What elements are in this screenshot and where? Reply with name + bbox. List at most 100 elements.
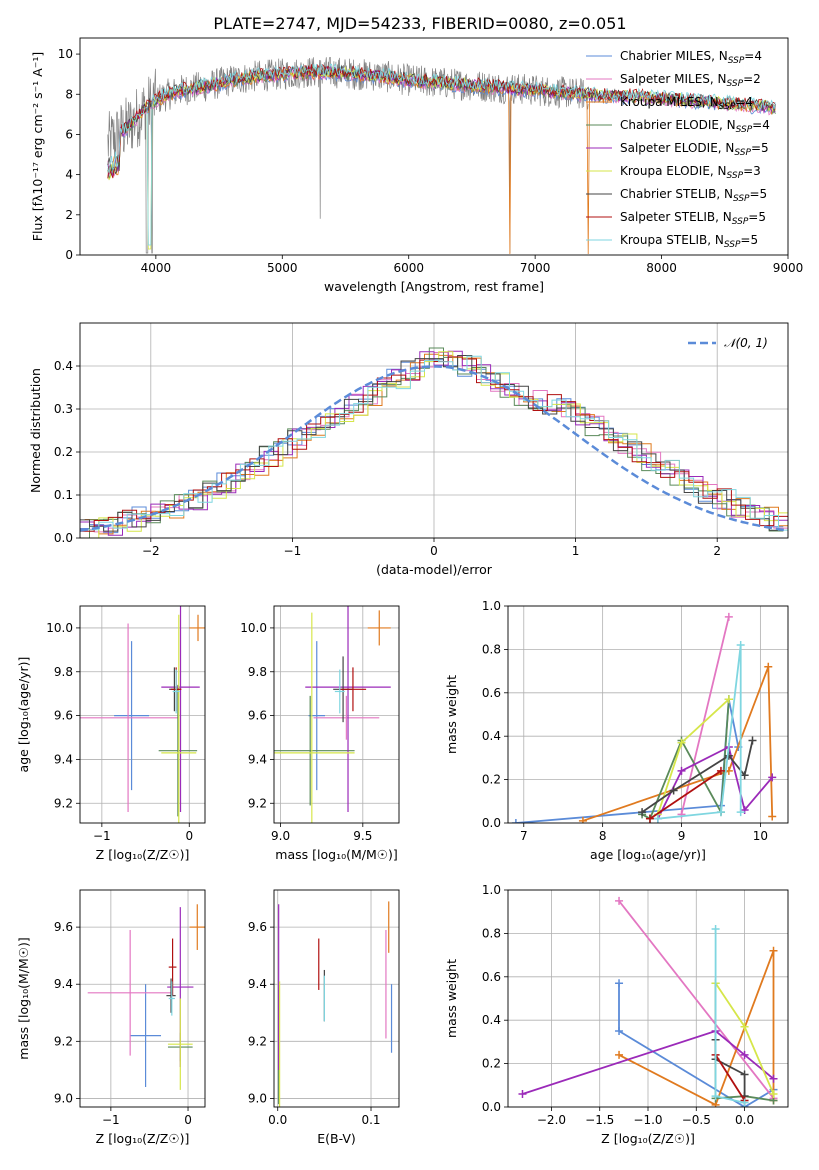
tick-label-y: 9.6 — [54, 709, 73, 723]
model-spectrum-kroupa-stelib — [107, 63, 776, 246]
chart-residuals: −2 −1 0 1 2 0.0 0.1 0.2 0.3 0.4 (data-model)/error… — [28, 322, 789, 577]
tick-label-y: 9.8 — [248, 665, 267, 679]
legend-subscript: SSP — [734, 148, 751, 158]
errorbar-salpeter-elodie — [161, 606, 200, 813]
legend-text: Salpeter MILES, N — [620, 72, 727, 86]
tick-label-x: −1 — [284, 544, 302, 558]
series-chabrier-elodie — [638, 695, 733, 823]
tick-label-y: 4 — [65, 168, 73, 182]
data-point-marker — [511, 819, 520, 823]
tick-label-y: 0.0 — [482, 816, 501, 830]
histogram-kroupa-elodie — [84, 351, 788, 538]
legend-tail: =3 — [743, 164, 761, 178]
data-point-marker — [669, 786, 678, 795]
grid-mass_vs_Z — [80, 890, 205, 1107]
tick-label-x: 0.0 — [268, 1113, 287, 1127]
tick-label-x: 0 — [430, 544, 438, 558]
data-point-marker — [740, 1050, 749, 1059]
axis-label-y: age [log₁₀(age/yr)] — [16, 657, 31, 773]
axis-label-x: Z [log₁₀(Z/Z☉)] — [601, 1131, 695, 1146]
histogram-chabrier-miles — [80, 359, 784, 534]
tick-label-x: −1.5 — [585, 1113, 614, 1127]
errorbar-chabrier-miles — [130, 984, 162, 1088]
data-point-marker — [769, 1089, 778, 1098]
series-salpeter-elodie — [653, 743, 777, 823]
tick-label-x: −1 — [93, 829, 111, 843]
plot-area-age_vs_Z — [80, 606, 205, 823]
series-line — [522, 1029, 775, 1095]
axis-label-x: age [log₁₀(age/yr)] — [590, 847, 706, 862]
data-point-marker — [768, 812, 777, 821]
axes-frame — [79, 889, 206, 1108]
data-point-marker — [716, 766, 725, 775]
tick-label-y: 0.2 — [54, 445, 73, 459]
errorbar-chabrier-stelib — [166, 978, 176, 1013]
legend-subscript: SSP — [727, 79, 744, 89]
legend-subscript: SSP — [732, 217, 749, 227]
tick-label-x: 9.5 — [353, 829, 372, 843]
errorbar-salpeter-stelib — [168, 938, 177, 996]
series-line — [649, 770, 722, 820]
tick-label-y: 9.2 — [54, 1034, 73, 1048]
tick-label-y: 1.0 — [482, 599, 501, 613]
data-point-marker — [748, 736, 757, 745]
legend-text: Chabrier MILES, N — [620, 49, 728, 63]
axis-label-x: mass [log₁₀(M/M☉)] — [275, 847, 397, 862]
tick-label-y: 0.4 — [482, 729, 501, 743]
errorbar-kroupa-stelib — [334, 669, 345, 714]
histogram-kroupa-stelib — [84, 355, 788, 531]
errorbar-chabrier-miles — [114, 641, 150, 791]
legend-label-kroupa-elodie: Kroupa ELODIE, NSSP=3 — [620, 164, 761, 181]
axis-label-x: Z [log₁₀(Z/Z☉)] — [96, 1131, 190, 1146]
series-line — [582, 666, 774, 822]
series-line — [618, 900, 775, 1099]
tick-label-x: 0 — [184, 1113, 192, 1127]
legend-label-normal: 𝒩(0, 1) — [724, 336, 768, 350]
series-line — [714, 1054, 746, 1101]
chart-mw_vs_Z: −2.0 −1.5 −1.0 −0.5 0.0 0.0 0.2 0.4 0.6 0.8 1.0 Z [… — [444, 883, 789, 1146]
tick-label-y: 0.3 — [54, 402, 73, 416]
tick-label-y: 0.6 — [482, 686, 501, 700]
data-point-marker — [736, 641, 745, 650]
errorbar-kroupa-miles — [189, 904, 205, 950]
data-point-marker — [615, 896, 624, 905]
axis-label-y: mass weight — [444, 959, 459, 1038]
axes-mass_vs_Z: −1 0 9.0 9.2 9.4 9.6 Z [log₁₀(Z/Z☉)] mass [log₁… — [16, 889, 206, 1146]
legend-subscript: SSP — [727, 171, 744, 181]
legend-label-kroupa-miles: Kroupa MILES, NSSP=4 — [620, 95, 753, 112]
tick-label-y: 8 — [65, 87, 73, 101]
tick-label-y: 10.0 — [240, 621, 267, 635]
tick-label-y: 0.1 — [54, 488, 73, 502]
plot-area-age_vs_mass — [274, 606, 391, 823]
errorbar-salpeter-miles — [313, 695, 380, 740]
legend-label-salpeter-elodie: Salpeter ELODIE, NSSP=5 — [620, 141, 769, 158]
data-point-marker — [638, 808, 647, 817]
legend-label-salpeter-stelib: Salpeter STELIB, NSSP=5 — [620, 210, 766, 227]
axes-age_vs_mass: 9.0 9.5 9.2 9.4 9.6 9.8 10.0 mass [log₁₀(M/M☉)] — [240, 605, 400, 862]
plot-area-spectrum — [107, 56, 776, 255]
tick-label-y: 0.0 — [482, 1100, 501, 1114]
tick-label-y: 0.2 — [482, 773, 501, 787]
tick-label-y: 0.8 — [482, 926, 501, 940]
tick-label-y: 9.2 — [248, 796, 267, 810]
chart-spectrum: 4000 5000 6000 7000 8000 9000 0 2 4 6 8 10 wavelengt… — [30, 37, 804, 294]
tick-label-x: 10 — [753, 829, 768, 843]
plot-area-mw_vs_Z — [518, 896, 778, 1107]
errorbar-salpeter-stelib — [339, 667, 367, 712]
tick-label-x: 9000 — [773, 261, 804, 275]
tick-label-x: 8 — [599, 829, 607, 843]
tick-label-y: 0.8 — [482, 642, 501, 656]
tick-label-x: −0.5 — [682, 1113, 711, 1127]
tick-label-y: 9.6 — [54, 920, 73, 934]
tick-label-y: 9.0 — [248, 1091, 267, 1105]
tick-label-x: 0.1 — [361, 1113, 380, 1127]
data-point-marker — [578, 816, 587, 823]
grid-mw_vs_age — [508, 605, 788, 824]
axis-label-x: Z [log₁₀(Z/Z☉)] — [96, 847, 190, 862]
legend-tail: =5 — [748, 210, 766, 224]
data-point-marker — [724, 612, 733, 621]
errorbar-kroupa-elodie — [167, 998, 193, 1090]
tick-label-x: 7000 — [520, 261, 551, 275]
